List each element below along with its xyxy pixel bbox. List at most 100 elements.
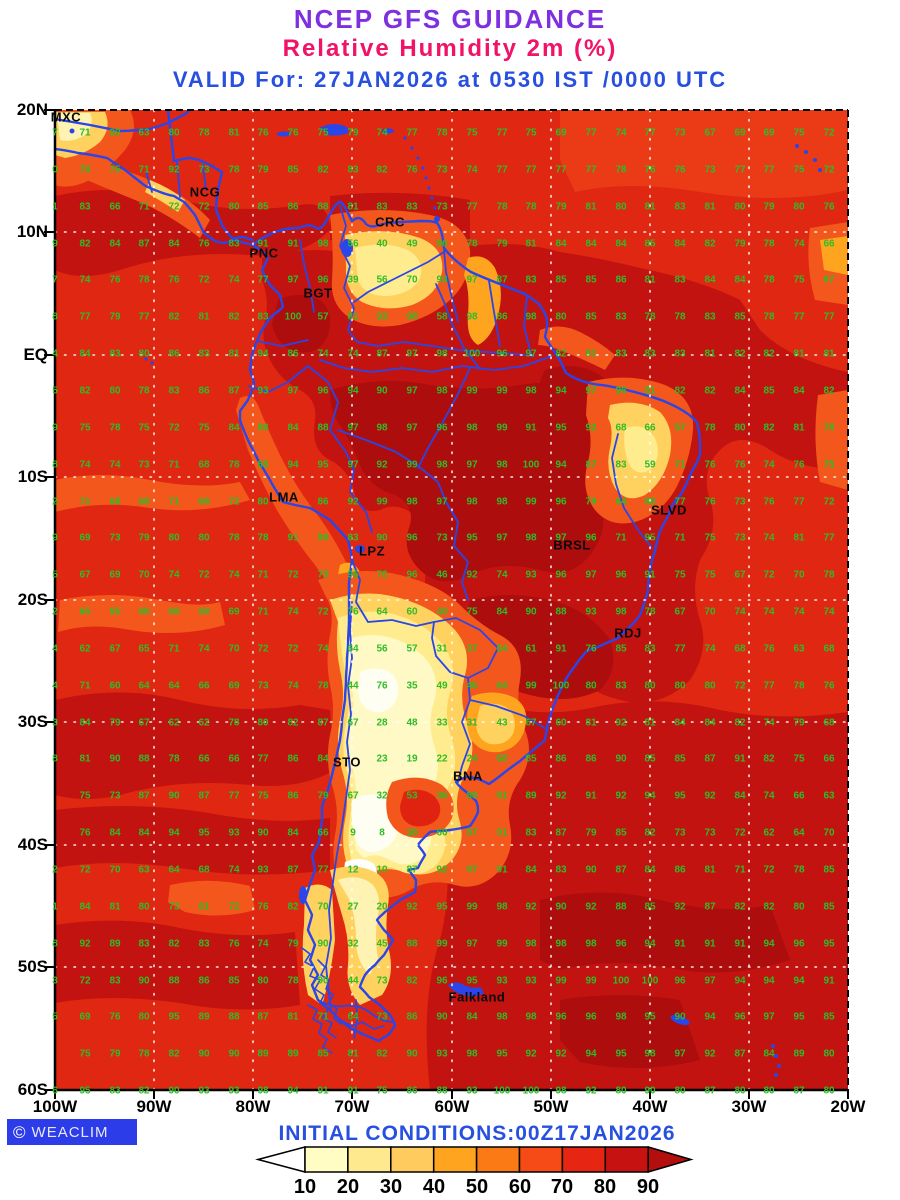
rh-value: 76 bbox=[376, 681, 387, 692]
rh-value: 87 bbox=[734, 1049, 745, 1060]
rh-value: 67 bbox=[674, 607, 685, 618]
rh-value: 74 bbox=[763, 533, 774, 544]
rh-value: 68 bbox=[198, 865, 209, 876]
rh-value: 69 bbox=[198, 607, 209, 618]
rh-value: 94 bbox=[555, 460, 566, 471]
rh-value: 86 bbox=[674, 865, 685, 876]
rh-value: 100 bbox=[553, 681, 570, 692]
rh-value: 74 bbox=[347, 349, 358, 360]
rh-value: 72 bbox=[823, 497, 834, 508]
rh-value: 97 bbox=[406, 423, 417, 434]
rh-value: 44 bbox=[347, 681, 358, 692]
rh-value: 95 bbox=[496, 1049, 507, 1060]
rh-value: 87 bbox=[198, 791, 209, 802]
city-label-mxc: MXC bbox=[51, 110, 81, 125]
rh-value: 91 bbox=[734, 939, 745, 950]
rh-value: 82 bbox=[823, 386, 834, 397]
rh-value: 80 bbox=[674, 1086, 685, 1097]
rh-value: 83 bbox=[674, 349, 685, 360]
rh-value: 90 bbox=[525, 607, 536, 618]
rh-value: 83 bbox=[525, 828, 536, 839]
rh-value: 89 bbox=[198, 1012, 209, 1023]
rh-value: 82 bbox=[644, 828, 655, 839]
rh-value: 71 bbox=[257, 570, 268, 581]
rh-value: 81 bbox=[347, 312, 358, 323]
rh-value: 74 bbox=[496, 570, 507, 581]
rh-value: 4 bbox=[52, 349, 58, 360]
rh-value: 92 bbox=[436, 865, 447, 876]
rh-value: 83 bbox=[138, 939, 149, 950]
rh-value: 82 bbox=[763, 754, 774, 765]
rh-value: 67 bbox=[734, 570, 745, 581]
rh-value: 71 bbox=[138, 202, 149, 213]
rh-value: 76 bbox=[228, 939, 239, 950]
rh-value: 91 bbox=[525, 423, 536, 434]
rh-value: 79 bbox=[763, 202, 774, 213]
rh-value: 67 bbox=[138, 718, 149, 729]
rh-value: 91 bbox=[347, 1086, 358, 1097]
rh-value: 98 bbox=[585, 939, 596, 950]
lon-tick-label: 90W bbox=[137, 1097, 172, 1117]
rh-value: 87 bbox=[555, 828, 566, 839]
rh-value: 84 bbox=[734, 791, 745, 802]
rh-value: 73 bbox=[436, 165, 447, 176]
rh-value: 82 bbox=[287, 902, 298, 913]
rh-value: 94 bbox=[734, 976, 745, 987]
rh-value: 0 bbox=[52, 165, 58, 176]
rh-value: 83 bbox=[615, 460, 626, 471]
rh-value: 85 bbox=[317, 1049, 328, 1060]
rh-value: 75 bbox=[793, 754, 804, 765]
rh-value: 78 bbox=[793, 681, 804, 692]
rh-value: 94 bbox=[763, 939, 774, 950]
rh-value: 82 bbox=[376, 1049, 387, 1060]
cape-verde-islands bbox=[795, 144, 799, 148]
rh-value: 77 bbox=[644, 128, 655, 139]
rh-value: 81 bbox=[79, 754, 90, 765]
colorbar-segment bbox=[348, 1147, 391, 1172]
rh-value: 78 bbox=[763, 275, 774, 286]
rh-value: 81 bbox=[704, 865, 715, 876]
colorbar-segment bbox=[434, 1147, 477, 1172]
rh-value: 74 bbox=[317, 349, 328, 360]
rh-value: 92 bbox=[525, 902, 536, 913]
rh-value: 3 bbox=[52, 976, 58, 987]
rh-value: 37 bbox=[466, 644, 477, 655]
rh-value: 70 bbox=[138, 570, 149, 581]
rh-value: 90 bbox=[585, 865, 596, 876]
rh-value: 74 bbox=[228, 570, 239, 581]
lon-tick-label: 80W bbox=[236, 1097, 271, 1117]
rh-value: 88 bbox=[555, 607, 566, 618]
rh-value: 73 bbox=[734, 497, 745, 508]
rh-value: 60 bbox=[406, 607, 417, 618]
rh-value: 73 bbox=[198, 165, 209, 176]
rh-value: 76 bbox=[257, 128, 268, 139]
rh-value: 100 bbox=[613, 976, 630, 987]
rh-value: 36 bbox=[436, 791, 447, 802]
rh-value: 99 bbox=[406, 460, 417, 471]
rh-value: 73 bbox=[704, 828, 715, 839]
rh-value: 82 bbox=[287, 718, 298, 729]
rh-value: 78 bbox=[644, 312, 655, 323]
rh-value: 83 bbox=[674, 275, 685, 286]
rh-value: 88 bbox=[466, 791, 477, 802]
city-label-slvd: SLVD bbox=[651, 503, 687, 518]
rh-value: 76 bbox=[347, 607, 358, 618]
rh-value: 83 bbox=[198, 349, 209, 360]
rh-value: 66 bbox=[198, 754, 209, 765]
rh-value: 73 bbox=[674, 828, 685, 839]
rh-value: 32 bbox=[376, 791, 387, 802]
rh-value: 79 bbox=[317, 791, 328, 802]
rh-value: 97 bbox=[466, 460, 477, 471]
rh-value: 85 bbox=[585, 275, 596, 286]
rh-value: 92 bbox=[704, 791, 715, 802]
rh-value: 64 bbox=[168, 681, 179, 692]
rh-value: 84 bbox=[466, 1012, 477, 1023]
rh-value: 80 bbox=[644, 681, 655, 692]
rh-value: 80 bbox=[168, 533, 179, 544]
rh-value: 94 bbox=[704, 1012, 715, 1023]
rh-value: 66 bbox=[109, 202, 120, 213]
rh-value: 84 bbox=[674, 718, 685, 729]
rh-value: 76 bbox=[674, 165, 685, 176]
rh-value: 80 bbox=[138, 1012, 149, 1023]
rh-value: 85 bbox=[228, 976, 239, 987]
